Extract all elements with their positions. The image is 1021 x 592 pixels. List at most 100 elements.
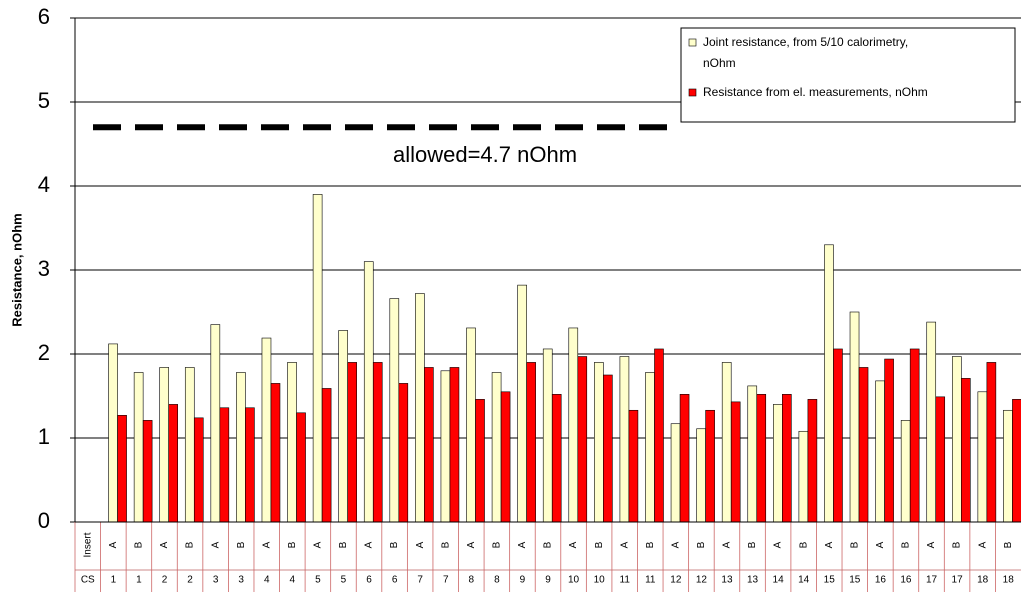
x-group-label: 7 <box>443 575 449 586</box>
bar <box>1003 409 1013 523</box>
x-tick-label: A <box>568 541 579 548</box>
bar <box>619 356 630 523</box>
bar <box>236 372 246 523</box>
bar <box>261 337 272 523</box>
bar <box>679 394 690 523</box>
bar <box>756 394 767 523</box>
bar <box>475 399 485 523</box>
legend-label: Resistance from el. measurements, nOhm <box>703 85 928 99</box>
x-tick-label: B <box>287 541 298 548</box>
bar <box>466 327 476 523</box>
x-tick-label: B <box>389 541 400 548</box>
bar <box>424 367 434 523</box>
y-tick-label: 2 <box>38 340 50 365</box>
x-group-label: 1 <box>136 575 142 586</box>
y-tick-label: 5 <box>38 88 50 113</box>
x-group-label: 11 <box>645 575 656 586</box>
bar <box>1012 399 1021 523</box>
bar <box>142 420 153 523</box>
bar <box>551 394 562 523</box>
x-tick-label: B <box>747 541 758 548</box>
bar <box>210 324 221 523</box>
bar <box>372 362 383 523</box>
bar <box>168 404 179 523</box>
x-group-label: 16 <box>900 575 912 586</box>
bar <box>245 407 255 523</box>
bar <box>577 356 588 523</box>
bar <box>159 367 170 523</box>
x-group-label: 3 <box>238 575 244 586</box>
x-group-label: 9 <box>545 575 551 586</box>
bar <box>603 374 613 523</box>
bar <box>696 428 706 523</box>
bar <box>389 298 400 523</box>
bar <box>398 383 409 523</box>
bar <box>193 417 204 523</box>
x-group-label: 16 <box>875 575 887 586</box>
x-tick-label: A <box>415 541 426 548</box>
legend-label: Joint resistance, from 5/10 calorimetry,… <box>703 35 908 70</box>
bar <box>721 362 732 523</box>
x-tick-label: B <box>185 541 196 548</box>
x-tick-label: A <box>313 541 324 548</box>
x-tick-label: A <box>466 541 477 548</box>
x-tick-label: A <box>619 541 630 548</box>
legend-box <box>680 27 1016 123</box>
x-group-label: 5 <box>315 575 321 586</box>
x-group-label: 8 <box>469 575 475 586</box>
x-group-label: 3 <box>213 575 219 586</box>
bar <box>321 388 332 523</box>
y-tick-label: 1 <box>38 424 50 449</box>
x-tick-label: A <box>977 541 988 548</box>
x-tick-label: A <box>773 541 784 548</box>
bar <box>900 420 911 523</box>
bar <box>986 362 997 523</box>
bar <box>117 415 127 523</box>
bar <box>517 284 527 523</box>
x-tick-label: B <box>696 541 707 548</box>
bar <box>270 383 281 523</box>
bar <box>108 343 118 523</box>
bar <box>782 394 792 523</box>
bar <box>798 430 809 523</box>
x-tick-label: B <box>645 541 656 548</box>
x-group-label: 12 <box>670 575 682 586</box>
bar <box>926 321 937 523</box>
x-group-label: 9 <box>520 575 526 586</box>
bar <box>705 409 715 523</box>
bar <box>654 348 664 523</box>
bar <box>338 330 348 523</box>
x-group-label: 2 <box>187 575 193 586</box>
bar <box>645 372 655 523</box>
bar <box>858 367 869 523</box>
y-tick-label: 3 <box>38 256 50 281</box>
bar <box>773 404 783 523</box>
x-tick-label: B <box>440 541 451 548</box>
x-group-label: 8 <box>494 575 500 586</box>
bar <box>500 391 511 523</box>
x-tick-label: B <box>594 541 605 548</box>
bar <box>449 367 460 523</box>
bar <box>184 367 195 523</box>
x-tick-label: A <box>364 541 375 548</box>
x-tick-label: A <box>875 541 886 548</box>
bar <box>875 380 885 523</box>
bar <box>824 244 834 523</box>
x-tick-label: A <box>926 541 937 548</box>
x-group-label: 15 <box>849 575 861 586</box>
bar <box>960 378 971 523</box>
x-tick-label: B <box>338 541 349 548</box>
bar <box>833 348 843 523</box>
x-tick-label: B <box>952 541 963 548</box>
bar <box>628 409 639 523</box>
bar <box>312 194 323 523</box>
bar <box>909 348 920 523</box>
bar <box>219 407 230 523</box>
bar <box>491 372 502 523</box>
x-group-label: 14 <box>798 575 810 586</box>
x-tick-label: A <box>108 541 119 548</box>
x-tick-label: B <box>798 541 809 548</box>
x-tick-label: A <box>824 541 835 548</box>
x-group-label: 18 <box>1003 575 1015 586</box>
